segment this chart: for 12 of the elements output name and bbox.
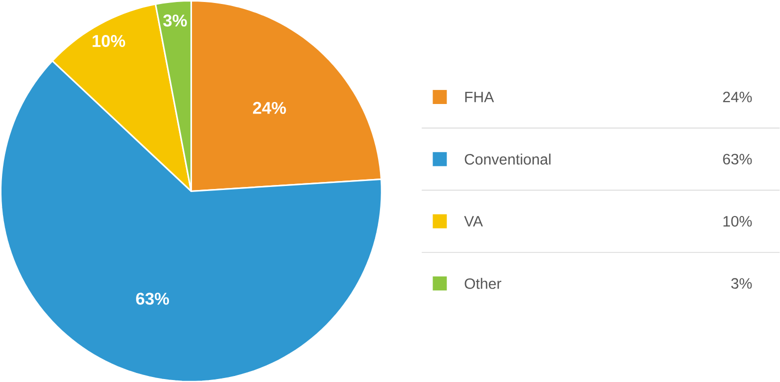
data-label: 63% <box>136 292 170 305</box>
legend-label: VA <box>464 216 483 226</box>
text: 63% <box>723 154 752 164</box>
text: 24% <box>723 92 752 102</box>
legend-label: Other <box>464 278 502 289</box>
legend-label: FHA <box>465 92 494 102</box>
data-label: 24% <box>253 102 286 114</box>
data-label: 3% <box>163 14 187 26</box>
legend-label: Conventional <box>464 153 550 164</box>
text: 10% <box>724 216 752 226</box>
data-label: 10% <box>92 34 126 47</box>
text: 3% <box>731 278 752 289</box>
